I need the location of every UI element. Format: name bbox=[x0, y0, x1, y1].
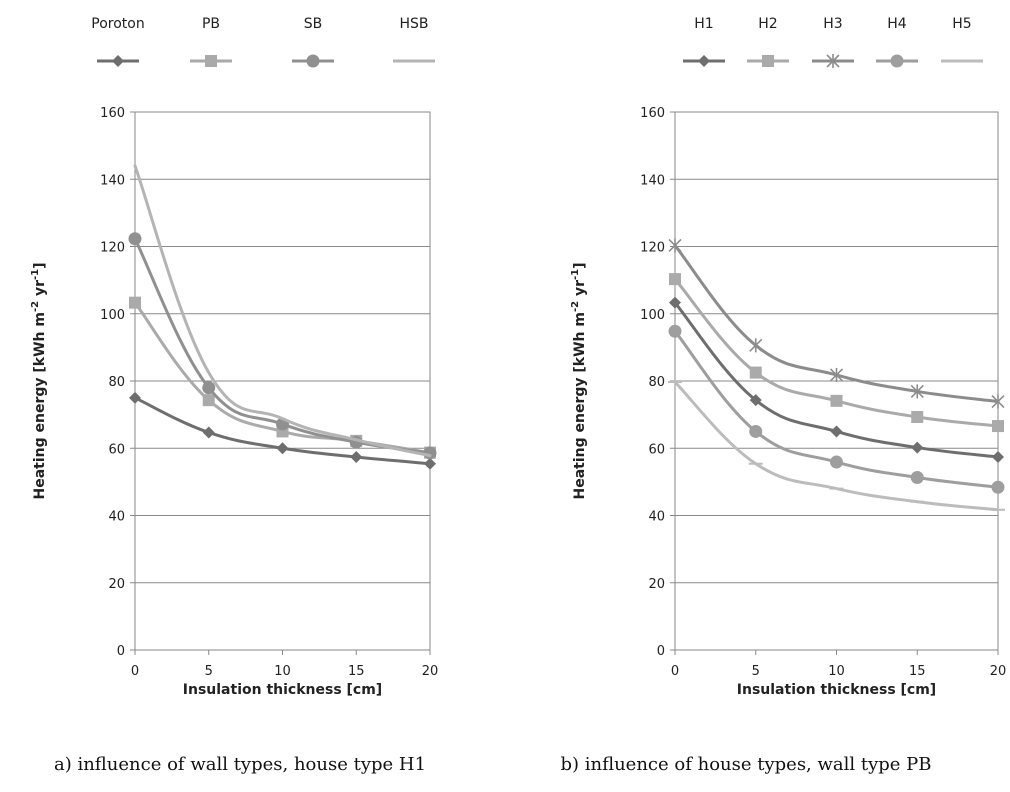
y-tick-label: 140 bbox=[100, 173, 125, 188]
x-tick-label: 5 bbox=[752, 664, 760, 679]
data-point bbox=[991, 394, 1005, 409]
data-point bbox=[992, 450, 1004, 463]
legend-label: Poroton bbox=[91, 16, 144, 32]
chart-a: 0 20 40 60 80 100 120 140 160 0 5 10 15 20 Insulation … bbox=[30, 16, 438, 775]
data-point bbox=[202, 394, 215, 407]
legend-label: H1 bbox=[694, 16, 713, 32]
y-tick-label: 40 bbox=[648, 510, 665, 525]
series-h5 bbox=[668, 380, 1005, 512]
chart-caption: b) influence of house types, wall type P… bbox=[560, 754, 931, 775]
y-axis-title: Heating energy [kWh m-2 yr-1] bbox=[30, 262, 48, 499]
legend-marker bbox=[112, 55, 124, 67]
x-axis-title: Insulation thickness [cm] bbox=[183, 682, 382, 698]
legend-label: H4 bbox=[887, 16, 907, 32]
data-point bbox=[202, 426, 215, 439]
legend-marker bbox=[306, 54, 320, 68]
data-point bbox=[830, 455, 843, 469]
series-sb bbox=[128, 232, 437, 460]
legend-label: PB bbox=[202, 16, 220, 32]
legend-marker bbox=[698, 55, 710, 67]
data-point bbox=[276, 442, 289, 455]
data-point bbox=[668, 238, 682, 253]
y-tick-label: 60 bbox=[108, 442, 125, 457]
data-point bbox=[749, 394, 762, 407]
series-h3 bbox=[668, 238, 1005, 409]
y-tick-label: 140 bbox=[640, 173, 665, 188]
y-tick-label: 100 bbox=[100, 308, 125, 323]
legend-label: SB bbox=[304, 16, 323, 32]
data-point bbox=[830, 425, 843, 438]
legend-label: HSB bbox=[399, 16, 428, 32]
y-tick-label: 0 bbox=[657, 644, 665, 659]
legend-label: H3 bbox=[823, 16, 842, 32]
legend-marker bbox=[762, 55, 774, 67]
data-point bbox=[829, 367, 844, 382]
series-h2 bbox=[669, 273, 1004, 433]
y-tick-label: 100 bbox=[640, 308, 665, 323]
data-point bbox=[749, 424, 763, 438]
y-tick-label: 40 bbox=[108, 510, 125, 525]
series-pb bbox=[129, 296, 436, 459]
series-poroton bbox=[129, 391, 436, 470]
y-tick-label: 160 bbox=[100, 106, 125, 121]
data-point bbox=[991, 480, 1005, 494]
y-tick-label: 80 bbox=[108, 375, 125, 390]
y-tick-label: 20 bbox=[648, 577, 665, 592]
y-tick-label: 20 bbox=[108, 577, 125, 592]
data-point bbox=[749, 338, 763, 353]
x-tick-label: 10 bbox=[274, 664, 291, 679]
legend-marker bbox=[205, 55, 217, 67]
data-point bbox=[423, 446, 437, 460]
x-tick-label: 20 bbox=[990, 664, 1007, 679]
x-tick-label: 0 bbox=[671, 664, 679, 679]
series-h1 bbox=[669, 296, 1004, 463]
y-tick-label: 120 bbox=[100, 241, 125, 256]
chart-caption: a) influence of wall types, house type H… bbox=[54, 754, 426, 775]
legend-label: H2 bbox=[758, 16, 777, 32]
data-point bbox=[669, 273, 681, 286]
data-point bbox=[910, 471, 924, 485]
data-point bbox=[129, 391, 141, 404]
data-point bbox=[911, 410, 924, 423]
y-tick-label: 160 bbox=[640, 106, 665, 121]
x-tick-label: 20 bbox=[422, 664, 439, 679]
y-axis-title: Heating energy [kWh m-2 yr-1] bbox=[570, 262, 588, 499]
data-point bbox=[830, 394, 843, 407]
y-tick-label: 80 bbox=[648, 375, 665, 390]
data-point bbox=[350, 450, 363, 463]
chart-b: 0 20 40 60 80 100 120 140 160 0 5 10 15 20 Insulation … bbox=[560, 16, 1006, 775]
data-point bbox=[992, 420, 1004, 433]
y-tick-label: 60 bbox=[648, 442, 665, 457]
x-tick-label: 10 bbox=[828, 664, 845, 679]
data-point bbox=[669, 296, 681, 309]
x-tick-label: 15 bbox=[348, 664, 365, 679]
legend-marker bbox=[890, 54, 904, 68]
data-point bbox=[129, 296, 141, 309]
legend-label: H5 bbox=[952, 16, 971, 32]
x-tick-label: 15 bbox=[909, 664, 926, 679]
legend-marker bbox=[826, 54, 840, 68]
series-hsb bbox=[133, 164, 432, 458]
y-tick-label: 0 bbox=[117, 644, 125, 659]
data-point bbox=[128, 232, 142, 246]
x-tick-label: 5 bbox=[205, 664, 213, 679]
data-point bbox=[668, 324, 682, 338]
data-point bbox=[424, 457, 436, 470]
x-axis-title: Insulation thickness [cm] bbox=[737, 682, 936, 698]
series-h4 bbox=[668, 324, 1005, 494]
y-tick-label: 120 bbox=[640, 241, 665, 256]
data-point bbox=[910, 384, 924, 399]
data-point bbox=[749, 366, 762, 379]
series-line bbox=[133, 164, 432, 458]
x-tick-label: 0 bbox=[131, 664, 139, 679]
data-point bbox=[202, 381, 216, 395]
data-point bbox=[911, 441, 924, 454]
